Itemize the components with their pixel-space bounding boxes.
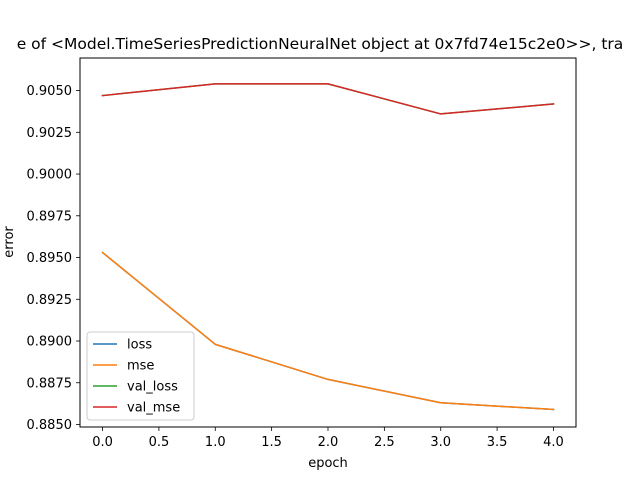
x-tick-label: 1.0: [205, 435, 226, 450]
y-tick-label: 0.9050: [27, 84, 73, 99]
x-tick-label: 2.0: [318, 435, 339, 450]
x-tick-label: 4.0: [543, 435, 564, 450]
x-axis: 0.0 0.5 1.0 1.5 2.0 2.5 3.0 3.5 4.0: [92, 427, 564, 450]
legend-label-val-loss: val_loss: [127, 380, 178, 395]
y-tick-label: 0.8875: [27, 376, 73, 391]
series-line-mse: [101, 251, 555, 411]
y-tick-label: 0.9000: [27, 168, 73, 183]
legend-label-mse: mse: [127, 359, 154, 374]
chart-title: e of <Model.TimeSeriesPredictionNeuralNe…: [17, 35, 624, 53]
y-tick-label: 0.8925: [27, 293, 73, 308]
legend-label-val-mse: val_mse: [127, 401, 180, 416]
y-tick-label: 0.8975: [27, 209, 73, 224]
y-tick-label: 0.8950: [27, 251, 73, 266]
legend: loss mse val_loss val_mse: [86, 331, 195, 421]
series-layer: [101, 83, 555, 411]
x-tick-label: 0.0: [92, 435, 113, 450]
x-tick-label: 1.5: [261, 435, 282, 450]
x-axis-title: epoch: [308, 456, 348, 471]
y-axis-title: error: [2, 226, 17, 258]
x-tick-label: 2.5: [374, 435, 395, 450]
y-axis: 0.8850 0.8875 0.8900 0.8925 0.8950 0.8975 0.90…: [27, 84, 80, 433]
x-tick-label: 3.0: [430, 435, 451, 450]
y-tick-label: 0.9025: [27, 126, 73, 141]
x-tick-label: 3.5: [487, 435, 508, 450]
y-tick-label: 0.8850: [27, 418, 73, 433]
x-tick-label: 0.5: [149, 435, 170, 450]
legend-label-loss: loss: [127, 338, 152, 353]
series-line-val-mse: [101, 83, 555, 115]
legend-box: [86, 331, 195, 421]
y-tick-label: 0.8900: [27, 335, 73, 350]
